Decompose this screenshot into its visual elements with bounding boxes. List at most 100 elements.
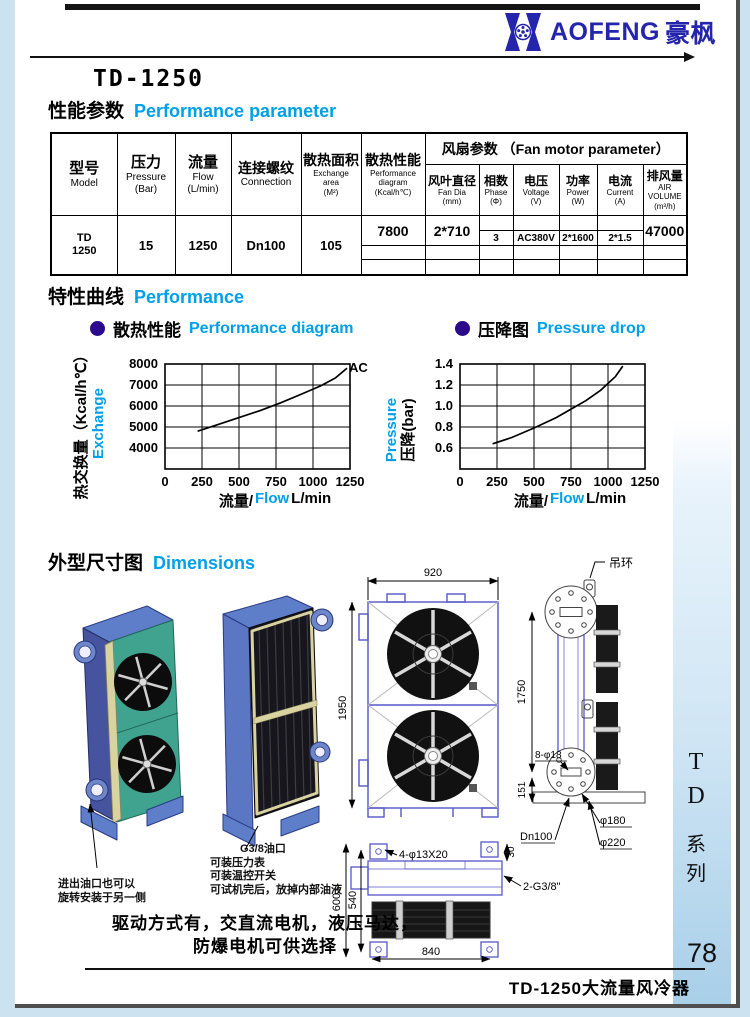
header-arrow-line	[30, 56, 692, 58]
col-header-voltage: 电压 Voltage (V)	[512, 164, 560, 216]
chart-title-cn: 压降图	[478, 321, 529, 340]
shroud-corner-lines	[367, 601, 499, 809]
logo-text-cn: 豪枫	[664, 20, 716, 48]
performance-parameter-table: 型号 Model 压力 Pressure (Bar) 流量 Flow (L/min) 连接…	[50, 132, 689, 276]
x-tick-label: 1250	[631, 474, 660, 489]
cell-flow: 1250	[174, 215, 232, 276]
x-tick-label: 500	[523, 474, 545, 489]
x-axis-label-flow: 流量/ Flow L/min	[218, 490, 332, 510]
series-label: AC	[349, 360, 368, 375]
col-header-flow: 流量 Flow (L/min)	[174, 132, 232, 216]
logo-x-fan-icon	[505, 13, 541, 51]
cell-phase: 3	[478, 215, 514, 276]
note-leader-line	[244, 825, 259, 851]
y-tick-label: 1.4	[435, 356, 454, 371]
note-oil-port-side: 进出油口也可以 旋转安装于另一侧	[58, 878, 146, 904]
x-tick-label: 0	[161, 474, 168, 489]
col-header-power: 功率 Power (W)	[558, 164, 598, 216]
performance-diagram-chart: 0 250 500 750 1000 1250 8000 7000 6000 5000 4000 AC	[129, 356, 368, 489]
y-tick-label: 4000	[129, 440, 158, 455]
dim-front-width: 920	[424, 567, 442, 579]
y-tick-label: 7000	[129, 377, 158, 392]
dimension-lines	[521, 561, 632, 850]
section-title-en: Performance	[134, 287, 245, 307]
header-arrow-head-icon	[684, 52, 695, 62]
chart-title-pressure-drop: 压降图 Pressure drop	[455, 316, 645, 341]
y-tick-label: 1.2	[435, 377, 453, 392]
iso-view-front	[73, 605, 184, 841]
col-header-model: 型号 Model	[50, 132, 118, 216]
dim-top-depth: 600	[331, 893, 343, 911]
section-title-cn: 性能参数	[48, 101, 125, 122]
section-dimensions: 外型尺寸图 Dimensions	[48, 548, 255, 575]
side-fin-blocks	[593, 605, 621, 790]
page-title: TD-1250	[93, 66, 204, 92]
x-tick-label: 1000	[594, 474, 623, 489]
x-tick-label: 250	[486, 474, 508, 489]
curve	[197, 367, 348, 433]
x-tick-label: 0	[456, 474, 463, 489]
fan-blade-icon	[114, 653, 172, 711]
y-tick-label: 5000	[129, 419, 158, 434]
section-title-en: Dimensions	[153, 553, 256, 573]
y-tick-label: 1.0	[435, 398, 453, 413]
note-leader-line	[87, 803, 98, 869]
series-sidebar	[673, 420, 731, 1004]
col-header-exchange-area: 散热面积 Exchange area (M²)	[300, 132, 362, 216]
y-tick-label: 8000	[129, 356, 158, 371]
chart-title-cn: 散热性能	[113, 321, 181, 340]
flange-icon	[309, 608, 334, 763]
label-oil-port: 2-G3/8"	[523, 881, 561, 893]
label-top-holes: 4-φ13X20	[399, 849, 448, 861]
x-tick-label: 1250	[336, 474, 365, 489]
pressure-drop-chart: 0 250 500 750 1000 1250 1.4 1.2 1.0 0.8 0.6	[435, 356, 660, 489]
x-tick-label: 750	[560, 474, 582, 489]
label-bolt-holes: 8-φ18	[535, 750, 562, 761]
dim-side-height: 1750	[516, 680, 528, 704]
cell-pressure: 15	[116, 215, 176, 276]
cell-power: 2*1600	[558, 215, 598, 276]
chart-title-en: Pressure drop	[537, 319, 646, 337]
dim-top-offset: 30	[506, 846, 517, 858]
cell-model: TD 1250	[50, 215, 118, 276]
cell-fan-dia: 2*710	[424, 215, 480, 276]
section-performance-curve: 特性曲线 Performance	[48, 282, 244, 309]
fan-blade-icon	[118, 735, 176, 793]
cell-current: 2*1.5	[596, 215, 644, 276]
x-tick-label: 500	[228, 474, 250, 489]
label-flange-d180: φ180	[600, 815, 626, 827]
cell-voltage: AC380V	[512, 215, 560, 276]
fan-front-icon	[387, 608, 479, 700]
label-flange-d220: φ220	[600, 837, 626, 849]
chart-title-en: Performance diagram	[189, 319, 354, 337]
dimension-lines	[342, 843, 522, 963]
curve	[492, 365, 624, 445]
section-performance-parameter: 性能参数 Performance parameter	[48, 96, 336, 123]
dim-top-width: 840	[422, 946, 440, 958]
label-lifting-ring: 吊环	[609, 556, 633, 570]
bullet-icon	[90, 321, 105, 336]
col-header-current: 电流 Current (A)	[596, 164, 644, 216]
dim-front-height: 1950	[337, 696, 349, 720]
y-tick-label: 0.6	[435, 440, 453, 455]
cell-area: 105	[300, 215, 362, 276]
top-view	[350, 841, 503, 958]
col-header-connection: 连接螺纹 Connection	[230, 132, 302, 216]
footer-rule	[85, 968, 705, 970]
dimension-lines	[348, 577, 499, 809]
y-tick-label: 0.8	[435, 419, 453, 434]
cell-air-volume: 47000	[642, 215, 688, 276]
col-header-performance: 散热性能 Performance diagram (Kcal/h℃)	[360, 132, 426, 216]
catalog-page: AOFENG 豪枫 TD-1250 性能参数 Performance param…	[15, 0, 740, 1008]
brand-logo: AOFENG 豪枫	[501, 12, 716, 52]
iso-view-back	[222, 595, 334, 847]
dimension-drawings: 920 1950	[73, 556, 646, 963]
fan-front-icon	[387, 710, 479, 802]
x-tick-label: 250	[191, 474, 213, 489]
section-title-cn: 特性曲线	[48, 287, 125, 308]
cell-performance: 7800	[360, 215, 426, 276]
bullet-icon	[455, 321, 470, 336]
col-header-fan-dia: 风叶直径 Fan Dia (mm)	[424, 164, 480, 216]
chart-title-performance: 散热性能 Performance diagram	[90, 316, 354, 341]
series-label: T D 系 列	[686, 749, 706, 885]
